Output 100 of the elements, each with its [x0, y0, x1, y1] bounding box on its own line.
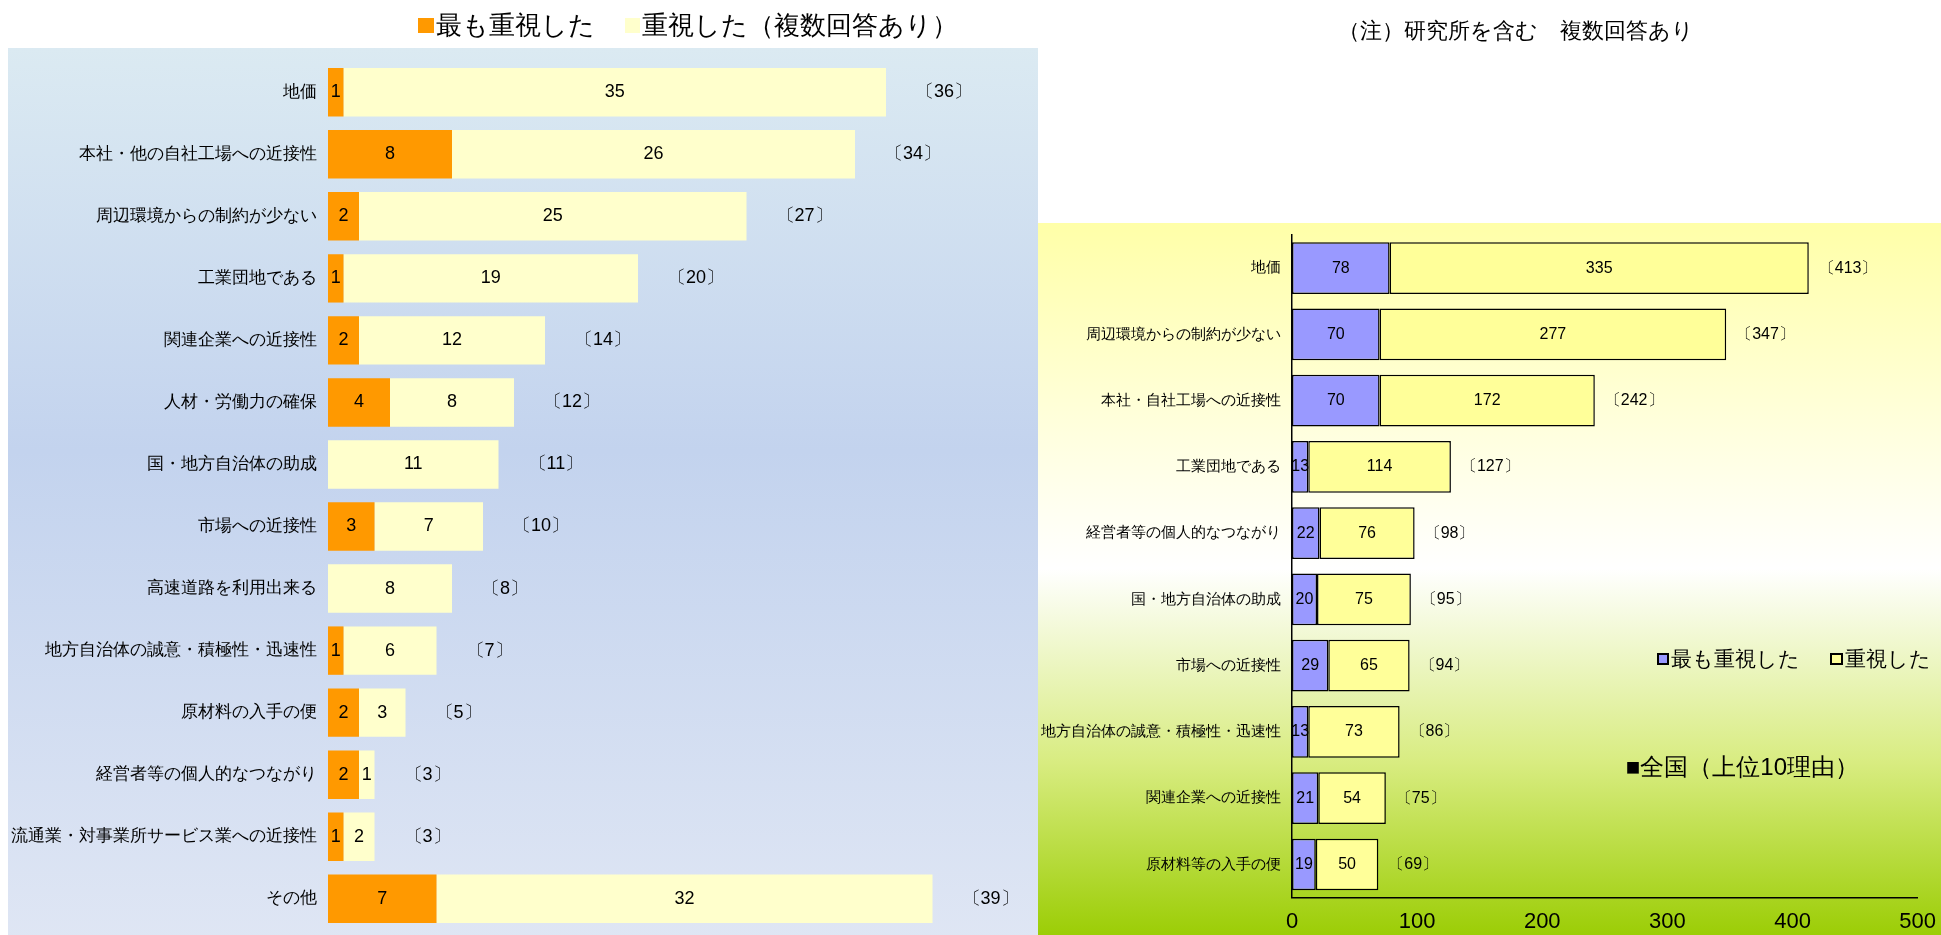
total-label: 〔75〕: [1395, 788, 1446, 806]
bar: [374, 502, 483, 551]
y-tick-label: 本社・他の自社工場への近接性: [79, 143, 317, 163]
bar: [359, 688, 406, 737]
y-tick-label: 市場への近接性: [198, 516, 317, 536]
total-label: 〔347〕: [1736, 324, 1795, 342]
bar: [343, 254, 638, 303]
bar: [328, 316, 359, 365]
total-label: 〔5〕: [435, 701, 482, 722]
bar: [328, 564, 452, 613]
total-label: 〔39〕: [962, 887, 1019, 908]
bar: [343, 812, 375, 861]
data-label: 11: [403, 453, 423, 474]
y-tick-label: 地方自治体の誠意・積極性・迅速性: [44, 640, 317, 660]
data-label: 65: [1360, 656, 1378, 674]
data-label: 8: [384, 577, 396, 598]
data-label: 2: [338, 701, 349, 722]
legend-label: 最も重視した: [1671, 646, 1801, 672]
bar: [328, 378, 390, 427]
data-label: 172: [1473, 391, 1501, 409]
data-label: 75: [1355, 589, 1373, 607]
bar: [359, 750, 375, 799]
data-label: 3: [377, 701, 388, 722]
y-tick-label: 工業団地である: [198, 268, 317, 288]
total-label: 〔11〕: [528, 453, 584, 474]
data-label: 6: [384, 639, 396, 660]
data-label: 70: [1326, 391, 1345, 409]
y-tick-label: 関連企業への近接性: [1146, 788, 1281, 806]
data-label: 2: [353, 825, 365, 846]
y-tick-label: 周辺環境からの制約が少ない: [96, 205, 317, 225]
y-tick-label: 高速道路を利用出来る: [147, 578, 317, 598]
bar: [343, 68, 886, 117]
data-label: 20: [1295, 589, 1314, 607]
total-label: 〔413〕: [1818, 258, 1878, 276]
data-label: 70: [1326, 324, 1345, 342]
x-tick-label: 0: [1285, 907, 1299, 933]
y-tick-label: 工業団地である: [1176, 457, 1281, 475]
data-label: 76: [1358, 523, 1377, 541]
total-label: 〔69〕: [1388, 854, 1439, 872]
data-label: 25: [542, 205, 563, 226]
total-label: 〔86〕: [1409, 722, 1460, 740]
legend-label: 重視した: [1845, 646, 1931, 672]
data-label: 26: [643, 143, 664, 164]
bar: [328, 812, 344, 861]
data-label: 12: [441, 329, 463, 350]
bar: [328, 750, 359, 799]
y-tick-label: 経営者等の個人的なつながり: [95, 764, 317, 784]
total-label: 〔98〕: [1424, 523, 1475, 541]
y-tick-label: 周辺環境からの制約が少ない: [1086, 324, 1281, 342]
total-label: 〔12〕: [544, 391, 601, 412]
x-tick-label: 100: [1398, 907, 1436, 933]
total-label: 〔95〕: [1420, 589, 1471, 607]
data-label: 4: [353, 391, 365, 412]
x-tick-label: 200: [1523, 907, 1561, 933]
y-tick-label: 経営者等の個人的なつながり: [1085, 523, 1281, 541]
bar: [328, 254, 344, 303]
data-label: 19: [480, 267, 501, 288]
y-tick-label: 市場への近接性: [1176, 655, 1281, 673]
data-label: 8: [446, 391, 458, 412]
total-label: 〔94〕: [1419, 656, 1470, 674]
total-label: 〔127〕: [1460, 457, 1520, 475]
bar: [328, 626, 344, 675]
data-label: 3: [346, 515, 357, 536]
data-label: 78: [1331, 258, 1350, 276]
total-label: 〔8〕: [482, 577, 529, 598]
data-label: 277: [1539, 324, 1567, 342]
data-label: 1: [330, 267, 341, 288]
total-label: 〔34〕: [885, 143, 942, 164]
bar: [328, 502, 375, 551]
y-tick-label: 原材料の入手の便: [181, 702, 317, 722]
data-label: 21: [1296, 788, 1315, 806]
y-tick-label: 関連企業への近接性: [164, 330, 317, 350]
data-label: 1: [361, 763, 372, 784]
data-label: 114: [1366, 457, 1393, 475]
data-label: 335: [1585, 258, 1613, 276]
total-label: 〔20〕: [668, 267, 725, 288]
total-label: 〔3〕: [404, 825, 451, 846]
data-label: 7: [377, 887, 388, 908]
bar: [328, 68, 344, 117]
data-label: 35: [604, 81, 625, 102]
total-label: 〔7〕: [466, 639, 513, 660]
data-label: 7: [423, 515, 434, 536]
text: ■全国（上位10理由）: [1625, 752, 1859, 782]
total-label: 〔242〕: [1604, 391, 1664, 409]
x-tick-label: 500: [1899, 907, 1937, 933]
y-tick-label: 流通業・対事業所サービス業への近接性: [11, 826, 317, 846]
data-label: 22: [1296, 523, 1315, 541]
data-label: 32: [674, 887, 695, 908]
data-label: 19: [1294, 854, 1313, 872]
total-label: 〔3〕: [404, 763, 451, 784]
bar: [328, 192, 359, 241]
total-label: 〔27〕: [776, 205, 833, 226]
data-label: 1: [330, 639, 341, 660]
data-label: 8: [384, 143, 396, 164]
y-tick-label: 原材料等の入手の便: [1146, 854, 1281, 872]
x-tick-label: 300: [1649, 907, 1686, 933]
data-label: 2: [338, 763, 349, 784]
bar: [359, 192, 747, 241]
bar: [359, 316, 545, 365]
bar: [436, 874, 933, 923]
